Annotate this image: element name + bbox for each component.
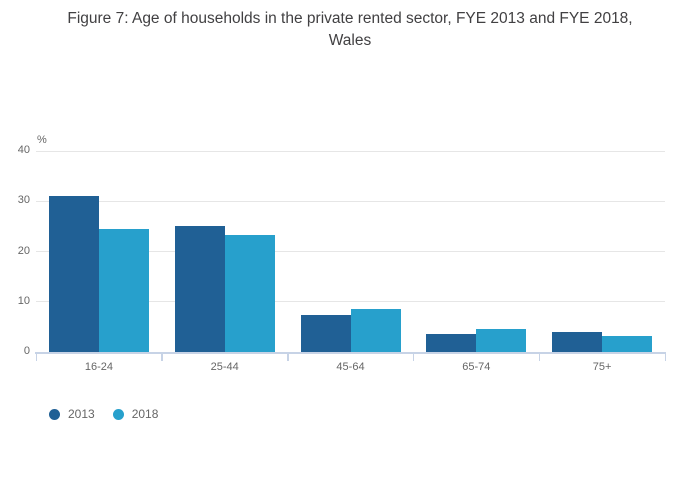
bar-2018-25-44[interactable]: [224, 234, 275, 352]
chart-title: Figure 7: Age of households in the priva…: [67, 10, 633, 49]
gridline-20: [36, 251, 665, 252]
x-axis-line: [35, 352, 666, 354]
legend-label-2013: 2013: [68, 407, 95, 421]
bar-2018-45-64[interactable]: [350, 309, 401, 352]
bar-2013-25-44[interactable]: [174, 226, 225, 352]
gridline-10: [36, 301, 665, 303]
gridline-40: [36, 150, 665, 152]
bar-2013-75plus[interactable]: [552, 331, 603, 352]
x-axis-tick: [538, 352, 541, 361]
bar-2013-65-74[interactable]: [426, 334, 477, 352]
x-tick-label-16-24: 16-24: [84, 361, 113, 373]
bar-2018-65-74[interactable]: [476, 328, 527, 352]
bar-2018-16-24[interactable]: [98, 228, 149, 352]
chart-legend: 2013 2018: [49, 407, 158, 421]
x-axis-tick: [412, 352, 415, 361]
x-axis-tick: [664, 352, 666, 361]
y-tick-label-0: 0: [23, 345, 30, 357]
x-axis-tick: [161, 352, 163, 361]
legend-item-2013[interactable]: 2013: [49, 407, 95, 421]
x-axis-tick: [35, 352, 37, 361]
x-tick-label-25-44: 25-44: [210, 361, 239, 373]
gridline-30: [36, 200, 665, 202]
y-axis-unit-label: %: [37, 134, 47, 146]
x-tick-label-45-64: 45-64: [336, 361, 365, 373]
x-axis-tick: [287, 352, 289, 361]
legend-label-2018: 2018: [131, 407, 159, 421]
y-tick-label-20: 20: [17, 244, 30, 257]
bar-2013-16-24[interactable]: [48, 196, 99, 352]
legend-marker-2013: [49, 408, 60, 420]
bar-2013-45-64[interactable]: [300, 315, 351, 352]
x-tick-label-75plus: 75+: [592, 361, 612, 373]
bar-2018-75plus[interactable]: [602, 336, 653, 352]
y-tick-label-40: 40: [17, 144, 30, 156]
legend-marker-2018: [112, 408, 124, 420]
x-tick-label-65-74: 65-74: [462, 361, 491, 373]
y-tick-label-10: 10: [17, 294, 30, 307]
legend-item-2018[interactable]: 2018: [112, 407, 159, 421]
y-tick-label-30: 30: [17, 194, 30, 207]
